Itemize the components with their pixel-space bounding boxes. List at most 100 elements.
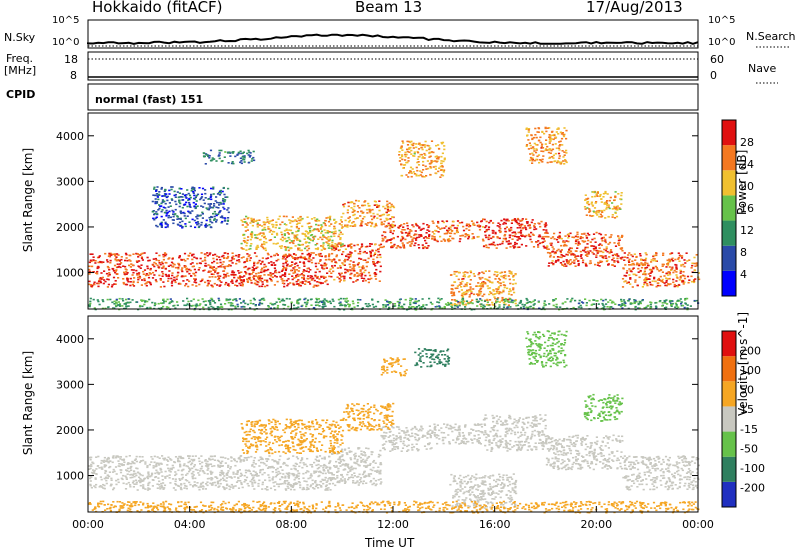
echo-cell	[309, 239, 313, 241]
echo-cell	[270, 263, 273, 266]
echo-cell	[494, 305, 497, 308]
echo-cell	[535, 136, 538, 139]
echo-cell	[209, 149, 213, 152]
echo-cell	[273, 460, 276, 463]
echo-cell	[595, 193, 598, 195]
echo-cell	[602, 299, 605, 302]
echo-cell	[536, 131, 539, 133]
echo-cell	[198, 267, 201, 269]
echo-cell	[459, 281, 462, 284]
echo-cell	[172, 213, 175, 215]
echo-cell	[376, 206, 379, 208]
echo-cell	[550, 149, 553, 152]
echo-cell	[476, 305, 479, 307]
echo-cell	[88, 273, 91, 275]
echo-cell	[378, 280, 381, 282]
echo-cell	[179, 479, 182, 481]
echo-cell	[331, 265, 334, 267]
echo-cell	[537, 244, 540, 246]
echo-cell	[333, 225, 336, 228]
echo-cell	[676, 277, 679, 279]
echo-cell	[397, 307, 400, 309]
echo-cell	[611, 214, 614, 216]
echo-cell	[493, 244, 496, 247]
echo-cell	[283, 282, 286, 285]
echo-cell	[182, 280, 185, 282]
echo-cell	[333, 227, 337, 230]
echo-cell	[167, 265, 170, 267]
echo-cell	[238, 261, 241, 263]
echo-cell	[165, 213, 168, 215]
echo-cell	[165, 306, 168, 308]
echo-cell	[439, 235, 442, 238]
echo-cell	[338, 302, 341, 305]
echo-cell	[376, 256, 379, 259]
echo-cell	[482, 245, 486, 248]
echo-cell	[263, 226, 266, 229]
echo-cell	[496, 243, 499, 246]
echo-cell	[289, 254, 292, 256]
echo-cell	[400, 146, 403, 149]
echo-cell	[680, 275, 683, 277]
echo-cell	[204, 262, 207, 265]
echo-cell	[173, 194, 176, 197]
echo-cell	[409, 303, 412, 306]
echo-cell	[213, 282, 216, 285]
echo-cell	[139, 267, 142, 269]
echo-cell	[287, 305, 290, 308]
echo-cell	[376, 262, 379, 264]
echo-cell	[194, 278, 197, 280]
echo-cell	[481, 295, 484, 297]
scatter-region	[583, 190, 623, 219]
echo-cell	[90, 285, 93, 288]
echo-cell	[269, 302, 272, 305]
echo-cell	[345, 255, 348, 258]
echo-cell	[613, 261, 616, 263]
echo-cell	[349, 273, 352, 276]
echo-cell	[229, 155, 232, 157]
echo-cell	[388, 302, 391, 305]
echo-cell	[406, 222, 409, 224]
echo-cell	[109, 261, 112, 264]
echo-cell	[402, 142, 405, 144]
echo-cell	[379, 256, 382, 259]
echo-cell	[592, 210, 595, 213]
echo-cell	[263, 299, 266, 301]
echo-cell	[485, 246, 488, 249]
echo-cell	[559, 140, 562, 143]
echo-cell	[418, 142, 421, 145]
echo-cell	[498, 226, 501, 228]
echo-cell	[302, 462, 305, 464]
echo-cell	[102, 300, 105, 303]
echo-cell	[278, 245, 282, 248]
echo-cell	[440, 160, 443, 162]
echo-cell	[217, 213, 220, 216]
echo-cell	[236, 259, 239, 262]
echo-cell	[418, 155, 421, 158]
echo-cell	[356, 305, 359, 307]
echo-cell	[120, 256, 123, 258]
echo-cell	[530, 147, 533, 150]
echo-cell	[339, 267, 342, 269]
echo-cell	[481, 284, 485, 286]
echo-cell	[423, 157, 426, 159]
echo-cell	[637, 267, 640, 270]
echo-cell	[387, 224, 390, 227]
echo-cell	[310, 298, 313, 300]
echo-cell	[171, 257, 174, 259]
echo-cell	[274, 264, 277, 266]
echo-cell	[451, 288, 454, 291]
echo-cell	[115, 302, 118, 304]
echo-cell	[319, 259, 322, 261]
echo-cell	[599, 243, 602, 245]
echo-cell	[392, 205, 395, 208]
echo-cell	[510, 301, 513, 303]
echo-cell	[157, 198, 160, 201]
echo-cell	[472, 236, 475, 238]
echo-cell	[431, 235, 434, 237]
echo-cell	[419, 174, 422, 176]
echo-cell	[231, 252, 234, 254]
echo-cell	[306, 222, 309, 225]
echo-cell	[214, 213, 217, 215]
echo-cell	[599, 261, 602, 263]
